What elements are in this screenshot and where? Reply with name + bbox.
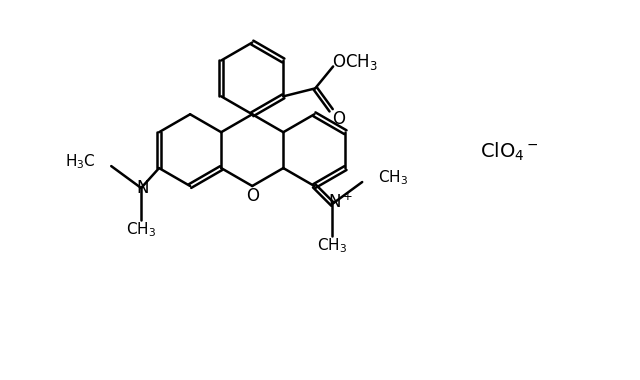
Text: H$_3$C: H$_3$C [65, 153, 95, 171]
Text: N$^+$: N$^+$ [328, 192, 353, 212]
Text: O: O [246, 187, 259, 205]
Text: CH$_3$: CH$_3$ [317, 236, 348, 255]
Text: CH$_3$: CH$_3$ [378, 169, 408, 187]
Text: CH$_3$: CH$_3$ [126, 220, 156, 239]
Text: O: O [333, 110, 346, 128]
Text: ClO$_4$$^-$: ClO$_4$$^-$ [480, 141, 539, 163]
Text: N: N [137, 179, 149, 197]
Text: OCH$_3$: OCH$_3$ [332, 52, 378, 73]
